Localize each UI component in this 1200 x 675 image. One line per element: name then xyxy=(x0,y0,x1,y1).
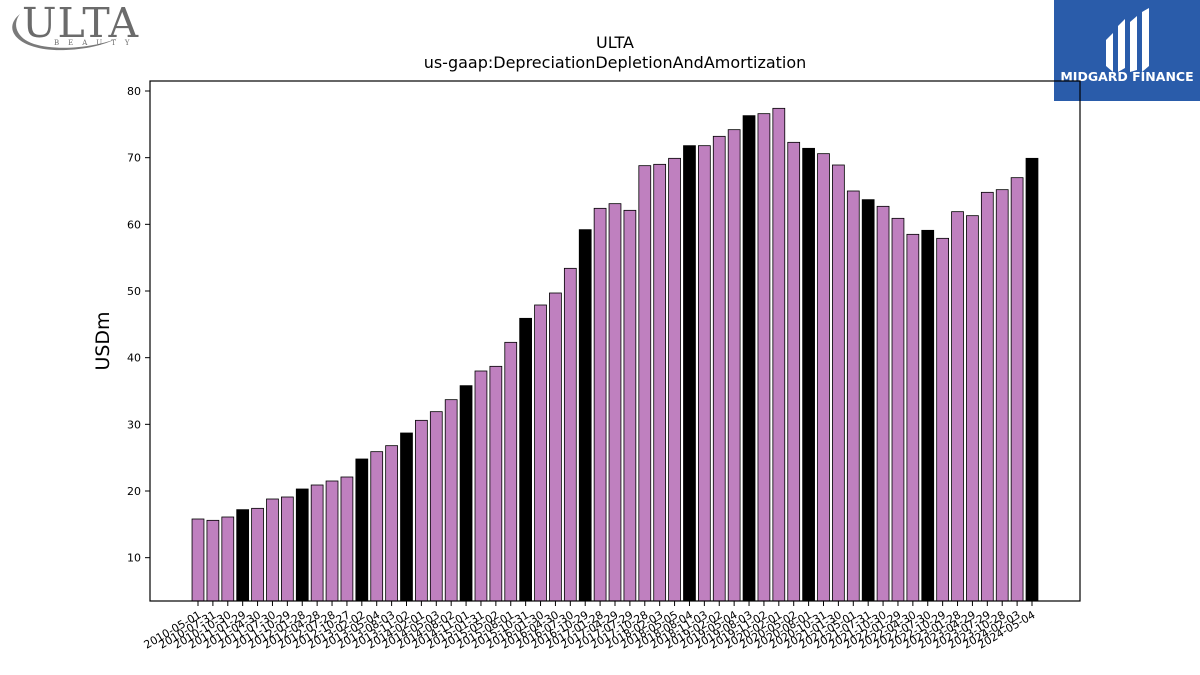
bar-2024-05-04 xyxy=(1025,157,1039,602)
bar-2013-05-04 xyxy=(370,451,384,602)
bar-2014-02-01 xyxy=(415,419,428,602)
bar-2010-07-31 xyxy=(206,519,220,602)
logo-subtext: BEAUTY xyxy=(54,39,139,47)
bar-2022-01-29 xyxy=(891,217,905,602)
bar-2012-10-27 xyxy=(340,476,354,602)
bar-2022-10-29 xyxy=(936,237,950,602)
bar-2012-01-28 xyxy=(295,488,309,602)
plot-frame xyxy=(149,80,1081,602)
bar-2017-10-28 xyxy=(638,165,652,602)
bar-2018-05-05 xyxy=(668,157,681,602)
bar-2019-08-03 xyxy=(742,115,756,602)
bar-2014-11-01 xyxy=(459,385,473,602)
bar-2023-04-29 xyxy=(966,215,979,602)
bar-2016-10-29 xyxy=(578,229,592,602)
bar-2011-04-30 xyxy=(251,507,264,602)
y-tick-label: 70 xyxy=(127,152,141,165)
y-tick-label: 30 xyxy=(127,418,141,431)
bar-2015-10-31 xyxy=(519,317,533,602)
bar-2016-01-30 xyxy=(534,304,547,602)
bar-2021-10-30 xyxy=(876,205,890,602)
bar-2011-01-29 xyxy=(236,509,250,602)
midgard-mark-icon xyxy=(1106,8,1149,72)
x-axis: 2010-05-012010-07-312010-10-302011-01-29… xyxy=(142,601,1038,652)
bar-2013-08-03 xyxy=(385,445,398,602)
bar-2021-05-01 xyxy=(846,190,860,602)
bars-group xyxy=(191,107,1039,602)
bar-2013-02-02 xyxy=(355,458,369,602)
badge-text: MIDGARD FINANCE xyxy=(1060,69,1193,84)
bar-2023-01-28 xyxy=(951,211,964,602)
y-tick-label: 60 xyxy=(127,218,141,231)
bar-2017-04-29 xyxy=(608,203,622,602)
bar-2015-05-02 xyxy=(489,365,503,602)
bar-2020-02-01 xyxy=(772,107,786,602)
bar-2021-01-30 xyxy=(832,164,845,602)
bar-2014-08-02 xyxy=(444,399,458,602)
bar-2019-02-02 xyxy=(712,135,726,602)
bar-2011-10-29 xyxy=(280,496,294,602)
bar-2010-05-01 xyxy=(191,518,205,602)
bar-2015-01-31 xyxy=(474,370,488,602)
bar-2018-11-03 xyxy=(698,145,711,602)
bar-2019-11-02 xyxy=(757,113,771,602)
bar-2016-04-30 xyxy=(549,292,562,602)
bar-2020-10-31 xyxy=(817,153,830,602)
y-tick-label: 50 xyxy=(127,285,141,298)
chart-subtitle: us-gaap:DepreciationDepletionAndAmortiza… xyxy=(424,53,807,72)
bar-2021-07-31 xyxy=(861,199,875,602)
bar-2024-02-03 xyxy=(1010,177,1024,602)
bar-2010-10-30 xyxy=(221,516,235,602)
bar-2020-08-01 xyxy=(802,147,815,602)
bar-2012-04-28 xyxy=(310,484,324,602)
bar-2013-11-02 xyxy=(400,432,413,602)
y-tick-label: 20 xyxy=(127,485,141,498)
y-axis: 10 20 30 40 50 60 70 80 xyxy=(127,85,150,565)
bar-2019-05-04 xyxy=(727,129,741,602)
bar-2016-07-30 xyxy=(563,267,577,602)
bar-2017-01-28 xyxy=(593,207,607,602)
y-tick-label: 80 xyxy=(127,85,141,98)
bar-2022-04-30 xyxy=(906,233,920,602)
chart-title: ULTA xyxy=(596,33,634,52)
bar-2018-08-04 xyxy=(683,145,696,602)
bar-2020-05-02 xyxy=(787,141,801,602)
bar-2017-07-29 xyxy=(623,209,637,602)
logo-wordmark: ULTA xyxy=(22,0,140,47)
bar-2015-08-01 xyxy=(504,341,518,602)
badge-background xyxy=(1054,0,1200,101)
y-tick-label: 40 xyxy=(127,352,141,365)
bar-2023-07-29 xyxy=(980,191,994,602)
company-logo: ULTA BEAUTY xyxy=(12,0,140,51)
y-axis-label: USDm xyxy=(92,311,114,370)
bar-2014-05-03 xyxy=(429,411,443,602)
bar-2018-02-03 xyxy=(653,163,667,602)
bar-2022-07-30 xyxy=(921,229,935,602)
bar-2012-07-28 xyxy=(325,480,339,602)
bar-2011-07-30 xyxy=(266,498,279,602)
midgard-badge: MIDGARD FINANCE xyxy=(1054,0,1200,101)
y-tick-label: 10 xyxy=(127,552,141,565)
bar-2023-10-28 xyxy=(995,189,1009,602)
